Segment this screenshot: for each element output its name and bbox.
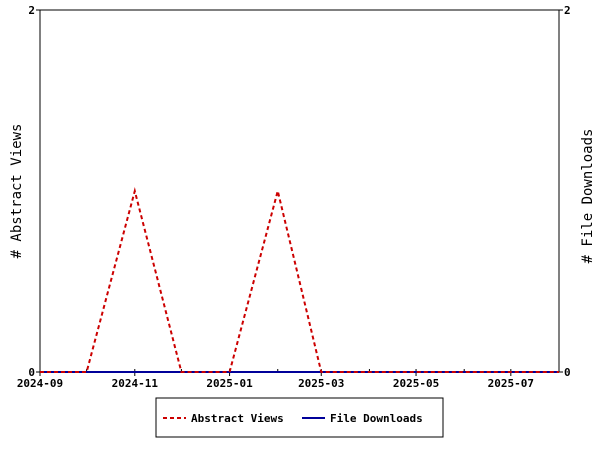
x-tick-label: 2024-09 xyxy=(17,377,63,390)
series-line-abstract-views xyxy=(40,187,559,373)
legend-label-file-downloads: File Downloads xyxy=(330,412,423,425)
legend-label-abstract-views: Abstract Views xyxy=(191,412,284,425)
x-tick-label: 2025-01 xyxy=(206,377,253,390)
x-tick-label: 2025-07 xyxy=(488,377,534,390)
legend: Abstract Views File Downloads xyxy=(155,397,444,438)
series-layer xyxy=(40,187,559,373)
x-tick-label: 2024-11 xyxy=(112,377,159,390)
y-axis-title-left: # Abstract Views xyxy=(9,124,25,259)
plot-area xyxy=(39,9,560,373)
x-tick-label: 2025-05 xyxy=(393,377,439,390)
y-left-tick-label: 0 xyxy=(28,366,35,379)
legend-box xyxy=(155,397,444,438)
y-right-tick-label: 0 xyxy=(564,366,571,379)
x-tick-label: 2025-03 xyxy=(298,377,344,390)
y-right-tick-label: 2 xyxy=(564,4,571,17)
y-left-tick-label: 2 xyxy=(28,4,35,17)
y-axis-title-right: # File Downloads xyxy=(580,129,596,264)
y-axes: 0 2 0 2 xyxy=(28,4,570,379)
